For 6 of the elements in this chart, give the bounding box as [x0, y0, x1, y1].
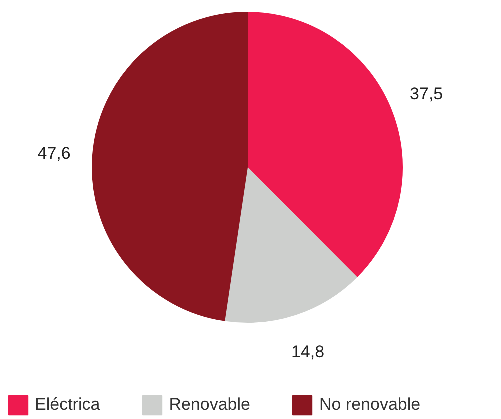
- legend-label: Eléctrica: [35, 395, 100, 415]
- data-label: 47,6: [38, 144, 71, 164]
- legend-label: Renovable: [169, 395, 250, 415]
- legend-label: No renovable: [319, 395, 421, 415]
- data-label: 14,8: [291, 342, 325, 362]
- data-label: 37,5: [410, 84, 444, 104]
